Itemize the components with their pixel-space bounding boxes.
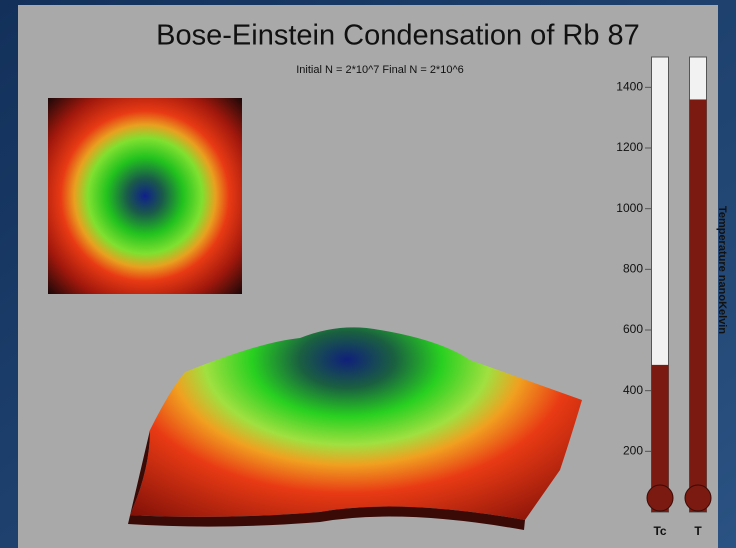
y-tick-label: 400	[623, 383, 643, 397]
subtitle: Initial N = 2*10^7 Final N = 2*10^6	[296, 64, 463, 76]
y-tick-label: 800	[623, 262, 643, 276]
x-tick-label: Tc	[653, 524, 666, 538]
y-tick-label: 600	[623, 322, 643, 336]
x-tick-label: T	[694, 524, 702, 538]
y-tick-label: 1000	[616, 201, 643, 215]
thermometer-bulb	[685, 485, 711, 511]
y-tick-label: 1200	[616, 140, 643, 154]
bar	[690, 99, 707, 512]
y-axis-label: Temperature nanoKelvin	[716, 206, 728, 334]
thermometer-bulb	[647, 485, 673, 511]
chart-title: Bose-Einstein Condensation of Rb 87	[156, 20, 640, 52]
absorption-image	[48, 98, 242, 294]
y-tick-label: 200	[623, 444, 643, 458]
y-tick-label: 1400	[616, 80, 643, 94]
chart: Bose-Einstein Condensation of Rb 87 Init…	[0, 0, 736, 548]
